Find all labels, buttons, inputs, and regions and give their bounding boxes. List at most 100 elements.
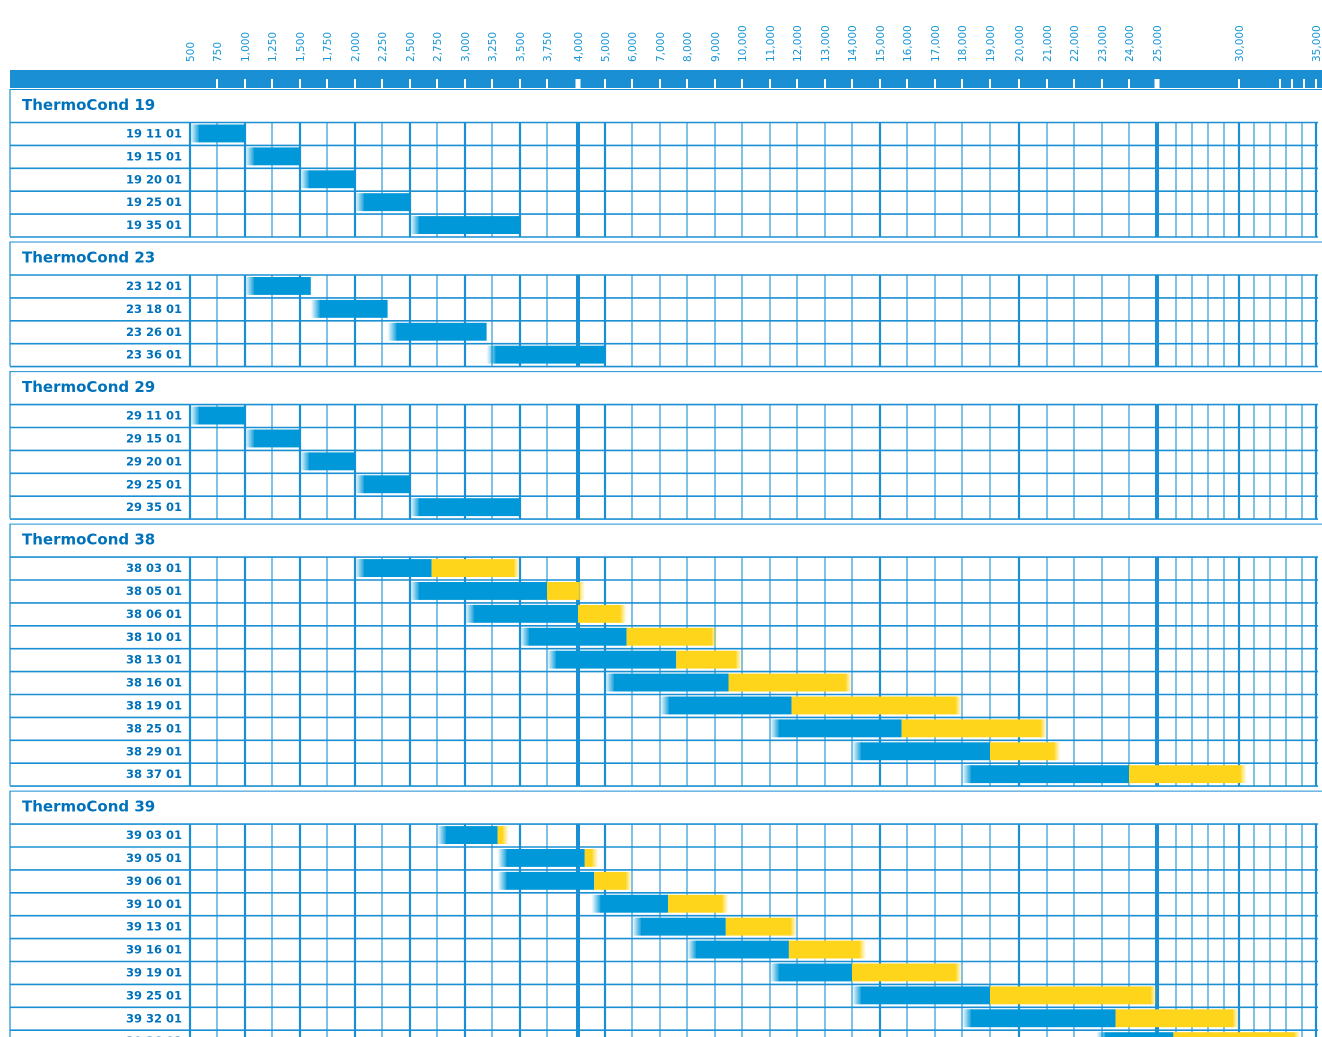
bar-yellow-fade <box>710 627 718 646</box>
bar-blue <box>254 429 300 448</box>
axis-tick-mark <box>381 79 383 88</box>
row-label: 29 20 01 <box>126 454 182 468</box>
axis-tick-mark <box>1154 79 1160 88</box>
tick-label: 24,000 <box>1124 25 1136 62</box>
tick-label: 10,000 <box>737 25 749 62</box>
tick-label: 17,000 <box>930 25 942 62</box>
axis-tick-mark <box>409 79 411 88</box>
row-label: 29 15 01 <box>126 432 182 446</box>
bar-blue-fade <box>770 719 780 738</box>
bar-blue <box>254 277 311 295</box>
row-label: 39 05 01 <box>126 851 182 865</box>
bar-yellow <box>547 582 579 600</box>
row-label: 38 29 01 <box>126 744 182 758</box>
bar-blue <box>600 894 669 913</box>
axis-tick-mark <box>436 79 438 88</box>
axis-band <box>10 70 1322 88</box>
bar-yellow-fade <box>859 940 866 959</box>
bar-blue-fade <box>410 582 420 600</box>
bar-blue <box>199 406 245 425</box>
bar-yellow-fade <box>1053 742 1061 761</box>
bar-blue-fade <box>852 742 862 761</box>
bar-blue-fade <box>355 559 365 577</box>
tick-label: 12,000 <box>792 25 804 62</box>
bar-blue-fade <box>245 277 255 295</box>
bar-yellow <box>990 986 1151 1005</box>
axis-tick-mark <box>1279 79 1281 88</box>
axis-tick-mark <box>271 79 273 88</box>
bar-yellow-fade <box>577 582 585 600</box>
x-tick-labels: 500 750 1,000 1,250 1,500 1,750 2,000 2,250 2,50… <box>185 25 1322 62</box>
tick-label: 1,000 <box>240 32 252 62</box>
axis-tick-mark <box>741 79 743 88</box>
bar-blue <box>696 940 789 959</box>
axis-tick-mark <box>491 79 493 88</box>
axis-tick-mark <box>299 79 301 88</box>
bar-blue <box>779 719 902 738</box>
bar-blue <box>446 826 498 844</box>
axis-tick-mark <box>1073 79 1075 88</box>
bar-blue <box>1105 1032 1174 1037</box>
bar-blue <box>419 498 520 517</box>
grid-rows <box>9 89 1322 1037</box>
bar-yellow-fade <box>790 917 797 936</box>
bar-blue-fade <box>547 650 557 669</box>
axis-tick-mark <box>686 79 688 88</box>
bar-yellow-fade <box>619 604 627 623</box>
bar-blue <box>199 124 245 143</box>
tick-label: 19,000 <box>985 25 997 62</box>
bar-blue <box>419 582 547 600</box>
row-label: 38 25 01 <box>126 721 182 735</box>
axis-tick-mark <box>1291 79 1293 88</box>
bar-blue <box>474 604 578 623</box>
tick-label: 2,500 <box>405 32 417 62</box>
tick-label: 22,000 <box>1069 25 1081 62</box>
group-title: ThermoCond 38 <box>22 531 155 549</box>
bar-blue-fade <box>591 894 602 913</box>
tick-label: 3,500 <box>515 32 527 62</box>
tick-label: 3,000 <box>460 32 472 62</box>
bar-blue <box>641 917 726 936</box>
row-label: 23 36 01 <box>126 348 182 362</box>
bar-blue-fade <box>465 604 475 623</box>
bar-yellow-fade <box>625 871 632 890</box>
bar-blue <box>419 216 520 234</box>
bar-blue <box>506 849 585 867</box>
bar-yellow-fade <box>1232 1009 1239 1028</box>
bar-blue-fade <box>632 917 642 936</box>
bar-blue <box>495 345 605 364</box>
row-label: 23 26 01 <box>126 325 182 339</box>
bar-yellow <box>497 826 503 844</box>
tick-label: 18,000 <box>957 25 969 62</box>
tick-label: 23,000 <box>1097 25 1109 62</box>
axis-tick-mark <box>769 79 771 88</box>
tick-label: 25,000 <box>1152 25 1164 62</box>
bar-blue <box>779 963 852 982</box>
bar-yellow <box>901 719 1041 738</box>
row-label: 39 16 01 <box>126 943 182 957</box>
bar-blue <box>364 559 432 577</box>
axis-tick-mark <box>906 79 908 88</box>
group-title: ThermoCond 29 <box>22 378 155 396</box>
bar-blue <box>309 452 355 471</box>
axis-tick-mark <box>879 79 881 88</box>
bar-yellow-fade <box>955 696 962 715</box>
axis-tick-mark <box>1046 79 1048 88</box>
bar-yellow <box>594 871 626 890</box>
tick-label: 35,000 <box>1311 25 1322 62</box>
tick-label: 13,000 <box>820 25 832 62</box>
bar-yellow-fade <box>1293 1032 1301 1037</box>
row-label: 38 03 01 <box>126 561 182 575</box>
tick-label: 21,000 <box>1042 25 1054 62</box>
bar-blue-fade <box>660 696 670 715</box>
row-label: 38 05 01 <box>126 584 182 598</box>
bar-blue-fade <box>355 475 365 494</box>
axis-tick-mark <box>575 79 581 88</box>
bar-blue-fade <box>962 765 972 784</box>
axis-tick-mark <box>519 79 521 88</box>
axis-tick-mark <box>354 79 356 88</box>
tick-label: 500 <box>185 42 197 62</box>
bar-blue <box>861 986 990 1005</box>
tick-label: 6,000 <box>627 32 639 62</box>
